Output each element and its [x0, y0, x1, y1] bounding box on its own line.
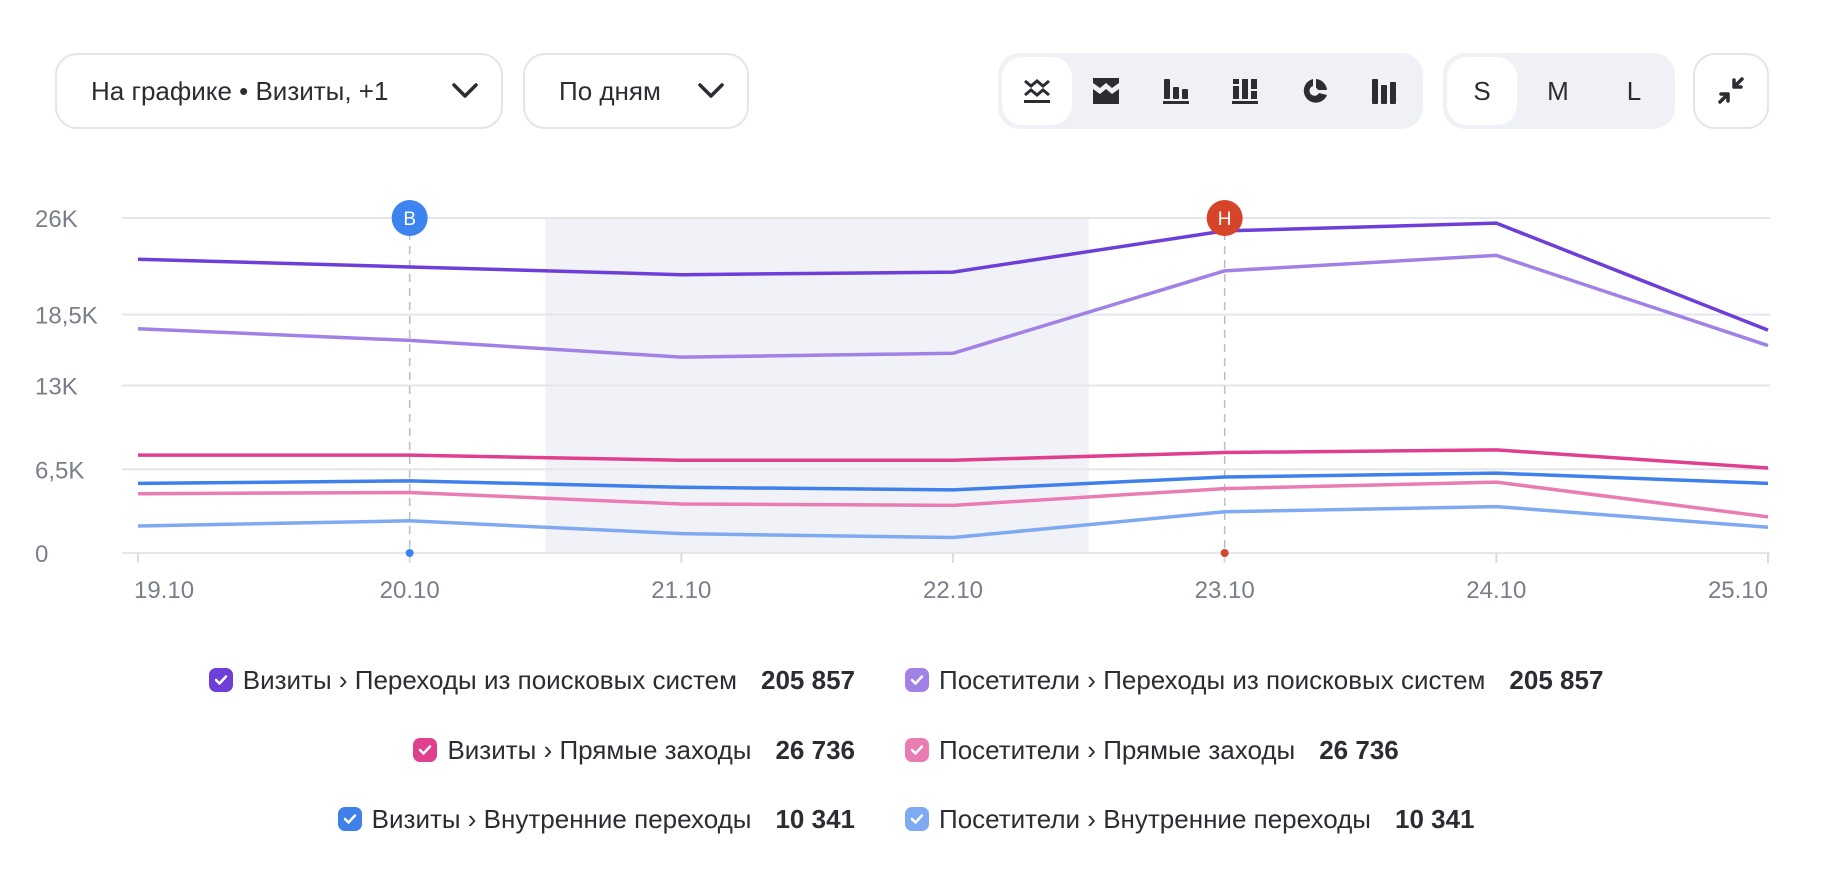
checkbox-checked-icon[interactable] — [905, 738, 929, 762]
chart-type-bar[interactable] — [1141, 57, 1211, 125]
size-l[interactable]: L — [1599, 57, 1669, 125]
series-dropdown-label: На графике • Визиты, +1 — [91, 75, 389, 106]
checkbox-checked-icon[interactable] — [413, 738, 438, 762]
legend-label: Визиты › Внутренние переходы — [371, 803, 752, 834]
size-m[interactable]: M — [1523, 57, 1593, 125]
line-chart: 0 6,5K 13K 18,5K 26K 19.10 20.10 21.10 22.10 23.1… — [35, 200, 1770, 604]
chart-type-column[interactable] — [1350, 57, 1420, 125]
chart-type-stacked-bar[interactable] — [1211, 57, 1281, 125]
legend-item[interactable]: Визиты › Переходы из поисковых систем 205… — [208, 660, 855, 700]
x-tick-label: 19.10 — [134, 577, 194, 604]
legend-item[interactable]: Посетители › Внутренние переходы 10 341 — [905, 799, 1475, 839]
stacked-bar-icon — [1232, 79, 1259, 104]
size-l-label: L — [1626, 75, 1642, 106]
legend-label: Посетители › Прямые заходы — [939, 734, 1296, 765]
legend-total: 205 857 — [1509, 664, 1604, 695]
chart-type-switcher — [998, 53, 1423, 129]
x-tick-label: 22.10 — [923, 577, 983, 604]
legend-label: Посетители › Переходы из поисковых систе… — [939, 664, 1486, 695]
annotation-label: В — [403, 209, 416, 230]
annotation-label: Н — [1218, 209, 1232, 230]
x-tick-label: 21.10 — [651, 577, 711, 604]
legend-item[interactable]: Посетители › Переходы из поисковых систе… — [905, 660, 1603, 700]
y-tick-label: 18,5K — [35, 303, 98, 330]
line-chart-icon — [1023, 79, 1050, 103]
legend-total: 10 341 — [1394, 803, 1475, 834]
legend-item[interactable]: Визиты › Прямые заходы 26 736 — [413, 730, 855, 770]
legend-total: 26 736 — [1319, 734, 1399, 765]
y-tick-label: 26K — [35, 206, 78, 233]
legend-total: 26 736 — [775, 734, 855, 765]
checkbox-checked-icon[interactable] — [337, 807, 362, 831]
legend-item[interactable]: Посетители › Прямые заходы 26 736 — [905, 730, 1399, 770]
checkbox-checked-icon[interactable] — [905, 807, 929, 831]
y-tick-label: 13K — [35, 374, 78, 401]
size-m-label: M — [1547, 75, 1569, 106]
chart-type-area[interactable] — [1072, 57, 1142, 125]
size-s[interactable]: S — [1447, 57, 1517, 125]
x-tick-label: 24.10 — [1466, 577, 1526, 604]
chevron-down-icon — [452, 83, 478, 98]
size-switcher: S M L — [1443, 53, 1675, 129]
period-dropdown-label: По дням — [559, 75, 661, 106]
size-s-label: S — [1473, 75, 1491, 106]
annotation-dot — [1220, 549, 1229, 557]
series-dropdown[interactable]: На графике • Визиты, +1 — [55, 53, 503, 129]
x-tick-label: 23.10 — [1195, 577, 1255, 604]
x-tick-label: 25.10 — [1708, 577, 1768, 604]
y-tick-label: 0 — [35, 541, 48, 568]
annotation-badge — [1206, 200, 1243, 236]
chart-type-line[interactable] — [1002, 57, 1072, 125]
legend-total: 205 857 — [761, 664, 855, 695]
collapse-arrows-icon — [1718, 77, 1744, 104]
chevron-down-icon — [698, 83, 724, 98]
legend-item[interactable]: Визиты › Внутренние переходы 10 341 — [337, 799, 855, 839]
x-tick-label: 20.10 — [380, 577, 440, 604]
period-dropdown[interactable]: По дням — [523, 53, 749, 129]
annotation-badge — [391, 200, 428, 236]
pie-chart-icon — [1303, 79, 1327, 103]
y-tick-label: 6,5K — [35, 457, 84, 484]
stacked-area-icon — [1093, 78, 1120, 104]
column-chart-icon — [1372, 79, 1397, 104]
legend-label: Визиты › Переходы из поисковых систем — [242, 664, 738, 695]
legend-label: Визиты › Прямые заходы — [447, 734, 752, 765]
chart-type-pie[interactable] — [1280, 57, 1350, 125]
annotation-dot — [405, 549, 414, 557]
collapse-button[interactable] — [1693, 53, 1769, 129]
legend-total: 10 341 — [775, 803, 855, 834]
checkbox-checked-icon[interactable] — [905, 668, 929, 692]
checkbox-checked-icon[interactable] — [208, 668, 233, 692]
bar-chart-icon — [1162, 79, 1189, 104]
legend-label: Посетители › Внутренние переходы — [939, 803, 1371, 834]
